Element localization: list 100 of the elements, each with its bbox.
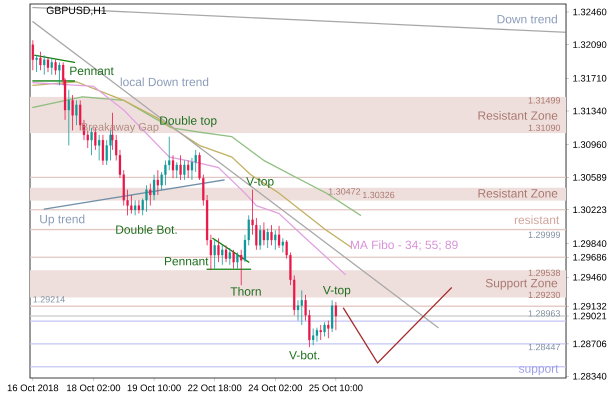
candlestick [262,222,266,246]
candlestick [152,174,156,201]
annotation: Pennant [70,66,114,76]
chart-title: GBPUSD,H1 [46,6,106,16]
candlestick [75,100,78,126]
y-tick-label: 1.29686 [573,254,606,261]
annotation: 1.29230 [528,292,560,298]
candlestick [32,40,34,71]
candlestick [145,184,148,212]
candlestick [190,157,194,180]
y-tick-label: 1.31340 [573,108,606,114]
candlestick [228,248,231,266]
candlestick [266,228,269,248]
candlestick [240,249,242,286]
annotation: 1.30326 [362,192,394,198]
candlestick [187,160,190,179]
y-tick-label: 1.31710 [573,74,606,82]
annotation: Resistant Zone [478,111,558,120]
candlestick [183,160,186,180]
y-tick-label: 1.28340 [573,372,606,380]
x-tick-label: 19 Oct 10:00 [128,384,181,392]
annotation: Support Zone [486,278,558,290]
candlestick [274,230,276,250]
candlestick [330,300,334,332]
candlestick [194,149,197,172]
candlestick [35,54,38,72]
candlestick [43,54,46,76]
x-tick-label: 16 Oct 2018 [8,384,58,392]
candlestick [258,224,262,250]
y-tick-label: 1.30223 [573,206,606,214]
candlestick [39,51,42,71]
annotation: 1.28963 [528,310,560,317]
annotation: Resistant Zone [478,188,558,198]
candlestick [270,224,273,246]
candlestick [68,89,70,146]
y-tick-label: 1.28706 [573,340,606,348]
candlestick [164,160,167,186]
candlestick [221,244,224,266]
candlestick [134,200,136,216]
candlestick [138,200,140,214]
candlestick [334,302,338,331]
candlestick [255,218,258,250]
annotation: support [518,364,558,376]
candlestick [79,100,82,131]
annotation: V-top [322,286,350,297]
candlestick [300,290,303,326]
annotation: V-bot. [289,350,320,360]
y-tick-label: 1.30960 [573,141,606,148]
y-tick-label: 1.29132 [573,302,606,310]
candlestick [236,252,239,269]
candlestick [179,154,182,180]
annotation: MA Fibo - 34; 55; 89 [350,240,458,250]
annotation: 1.29214 [33,296,65,302]
x-tick-label: 24 Oct 02:00 [248,384,302,392]
annotation: 1.29538 [528,270,560,276]
annotation: 1.31090 [528,124,560,131]
y-tick-label: 1.29840 [573,240,606,247]
candlestick [46,56,50,72]
y-tick-label: 1.30589 [573,174,606,181]
line-series [32,96,362,216]
annotation: 1.28447 [528,344,560,350]
candlestick [224,244,228,263]
y-tick-label: 1.29460 [573,274,606,281]
candlestick [102,134,104,166]
candlestick [71,94,74,131]
candlestick [172,154,174,179]
candlestick [217,238,220,263]
candlestick [156,170,159,196]
candlestick [54,59,57,76]
candlestick [50,58,53,76]
y-tick-label: 1.29021 [573,312,606,320]
candlestick [296,300,300,321]
candlestick [316,327,318,342]
annotation: 1.29999 [528,232,560,238]
annotation: 1.30472 [328,188,360,195]
candlestick [320,324,322,340]
candlestick [282,238,284,253]
candlestick [312,328,314,346]
annotation: Down trend [498,14,557,24]
x-tick-label: 22 Oct 18:00 [188,384,242,392]
candlestick [323,322,326,337]
candlestick [214,240,216,269]
annotation: 1.31499 [528,97,560,104]
candlestick [58,62,61,86]
candlestick [149,183,152,206]
x-tick-label: 18 Oct 02:00 [67,384,120,392]
candlestick [327,320,330,339]
candlestick [98,134,100,161]
annotation: Up trend [40,214,84,226]
y-tick-label: 1.32090 [573,41,606,48]
candlestick [130,194,132,214]
candlestick [168,136,170,171]
candlestick [176,162,178,179]
annotation: Double Bot. [116,225,177,234]
annotation: Pennant [164,257,208,266]
annotation: Double top [160,116,217,128]
annotation: local Down trend [120,77,208,86]
x-tick-label: 25 Oct 10:00 [309,384,363,392]
annotation: resistant [514,215,560,224]
annotation: Thorn [230,286,261,296]
